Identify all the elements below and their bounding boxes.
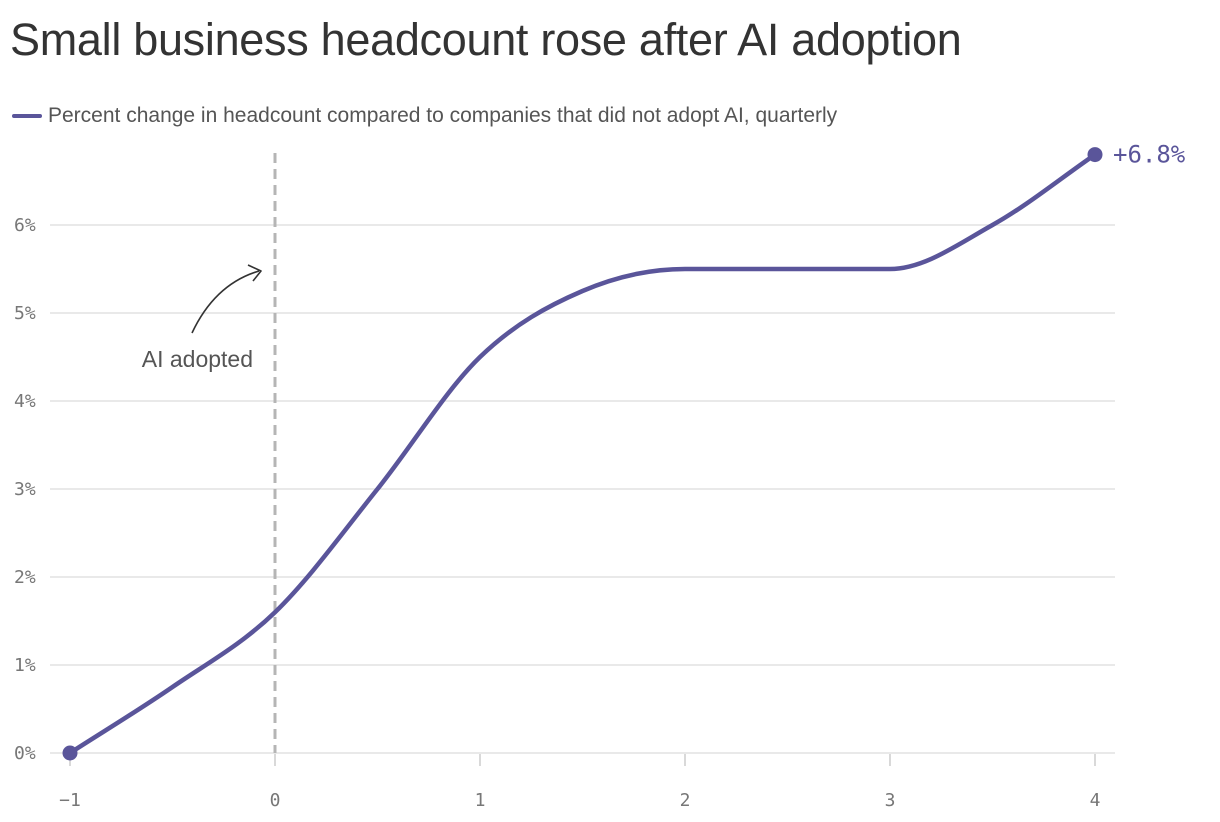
annotation-arrowhead	[247, 264, 262, 282]
x-tick-label: −1	[59, 790, 81, 811]
x-tick-label: 3	[885, 790, 896, 811]
y-tick-label: 6%	[14, 215, 36, 236]
x-tick-label: 2	[680, 790, 691, 811]
legend-label: Percent change in headcount compared to …	[48, 104, 838, 127]
series-line	[67, 152, 1098, 756]
legend-swatch	[12, 114, 42, 118]
y-tick-label: 5%	[14, 303, 36, 324]
end-value-label: +6.8%	[1113, 141, 1186, 169]
annotation-arrow	[191, 270, 260, 334]
end-point	[1087, 147, 1103, 163]
x-tick-label: 0	[270, 790, 281, 811]
chart-title: Small business headcount rose after AI a…	[10, 14, 962, 65]
y-tick-label: 0%	[14, 743, 36, 764]
annotation-label: AI adopted	[142, 346, 253, 372]
y-tick-label: 2%	[14, 567, 36, 588]
y-tick-label: 1%	[14, 655, 36, 676]
start-point	[62, 745, 78, 761]
x-tick-label: 4	[1090, 790, 1101, 811]
y-tick-label: 3%	[14, 479, 36, 500]
y-tick-label: 4%	[14, 391, 36, 412]
x-tick-label: 1	[475, 790, 486, 811]
legend: Percent change in headcount compared to …	[12, 103, 837, 129]
